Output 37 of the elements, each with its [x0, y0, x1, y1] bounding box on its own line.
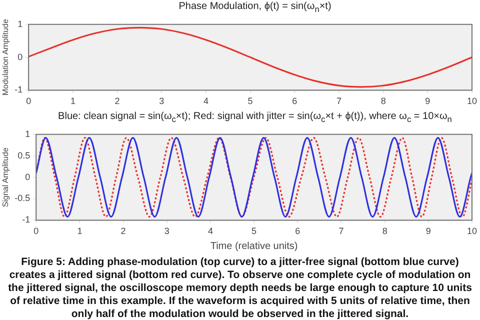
- x-tick-label: 3: [159, 96, 164, 106]
- y-axis-title: Modulation Amplitude: [1, 18, 10, 96]
- x-tick-label: 6: [292, 96, 298, 106]
- x-tick-label: 7: [336, 96, 342, 106]
- x-tick-label: 3: [164, 226, 170, 236]
- x-tick-label: 8: [382, 226, 388, 236]
- x-tick-label: 4: [203, 96, 208, 106]
- x-tick-label: 1: [70, 96, 76, 106]
- x-tick-label: 0: [34, 226, 39, 236]
- caption: Figure 5: Adding phase-modulation (top curve) to a jitter-free signal (bottom blue curve) creates a jittered signal (bottom red curve). To observe one complete cycle of modulation on the jittered signal, the oscilloscope memory depth needs be large enough to capture 10 units of relative time in this example. If the waveform is acquired with 5 units of relative time, then only half of the modulation would be observed in the jittered signal.: [7, 255, 473, 320]
- y-tick-label: 0.5: [18, 150, 30, 160]
- y-tick-label: 1: [18, 18, 23, 29]
- x-tick-label: 5: [252, 226, 257, 236]
- y-axis-title: Signal Amplitude: [1, 146, 10, 208]
- y-tick-label: -0.5: [14, 193, 30, 204]
- x-tick-label: 10: [466, 226, 477, 236]
- x-tick-label: 4: [208, 226, 213, 236]
- line-series: [28, 26, 472, 88]
- x-tick-label: 5: [248, 96, 253, 106]
- line-series: [36, 137, 472, 218]
- x-tick-label: 8: [380, 96, 386, 106]
- x-tick-label: 7: [338, 226, 344, 236]
- y-tick-label: -1: [14, 84, 23, 95]
- chart-title: Blue: clean signal = sin(ω$_{c}$×t); Red: signal with jitter = sin(ω$_{c}$×t + ϕ(t)), where ω$_{c}$ = 10×ω$_{n}$: [57, 110, 453, 126]
- y-tick-label: 0: [18, 52, 23, 62]
- y-tick-label: -1: [22, 214, 30, 225]
- y-tick-label: 1: [25, 128, 30, 139]
- x-tick-label: 6: [295, 226, 300, 236]
- chart-title: Phase Modulation, ϕ(t) = sin(ω$_{n}$×t): [178, 0, 332, 16]
- x-tick-label: 2: [120, 226, 126, 236]
- x-tick-label: 9: [425, 96, 430, 106]
- x-tick-label: 1: [77, 226, 82, 236]
- x-axis-title: Time (relative units): [210, 240, 298, 252]
- y-tick-label: 0: [25, 172, 30, 182]
- x-tick-label: 10: [466, 96, 477, 106]
- x-tick-label: 9: [426, 226, 431, 236]
- x-tick-label: 2: [114, 96, 120, 106]
